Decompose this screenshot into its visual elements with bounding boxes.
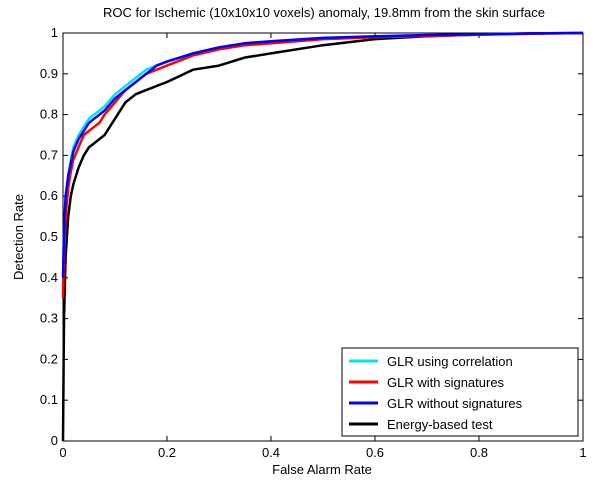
roc-curves [61, 31, 584, 442]
y-tick-label: 0.5 [40, 229, 58, 244]
y-tick-label: 0.9 [40, 66, 58, 81]
y-tick-label: 0.8 [40, 107, 58, 122]
axis-ticks: 0 0.2 0.4 0.6 0.8 1 0 0.1 0.2 0.3 0.4 0.5 0.6 0.7 0.8 0… [40, 25, 587, 460]
legend-box [341, 347, 579, 437]
x-tick-label: 1 [579, 445, 586, 460]
y-axis-label: Detection Rate [11, 194, 26, 280]
y-tick-label: 0.4 [40, 270, 58, 285]
x-axis-label: False Alarm Rate [272, 462, 372, 477]
legend-label-0: GLR using correlation [387, 354, 513, 369]
x-tick-label: 0.2 [158, 445, 176, 460]
legend-label-2: GLR without signatures [387, 396, 523, 411]
legend-label-3: Energy-based test [387, 417, 493, 432]
x-tick-label: 0.8 [470, 445, 488, 460]
chart-title: ROC for Ischemic (10x10x10 voxels) anoma… [103, 5, 545, 20]
x-tick-label: 0.6 [366, 445, 384, 460]
y-tick-label: 1 [51, 25, 58, 40]
series-line-2 [61, 31, 584, 278]
y-tick-label: 0 [51, 433, 58, 448]
y-tick-label: 0.2 [40, 351, 58, 366]
y-tick-label: 0.6 [40, 188, 58, 203]
series-line-3 [61, 31, 584, 442]
x-tick-label: 0.4 [262, 445, 280, 460]
y-tick-label: 0.1 [40, 392, 58, 407]
legend-label-1: GLR with signatures [387, 375, 505, 390]
x-tick-label: 0 [59, 445, 66, 460]
legend: GLR using correlation GLR with signatures… [341, 347, 579, 437]
y-tick-label: 0.7 [40, 147, 58, 162]
y-tick-label: 0.3 [40, 311, 58, 326]
